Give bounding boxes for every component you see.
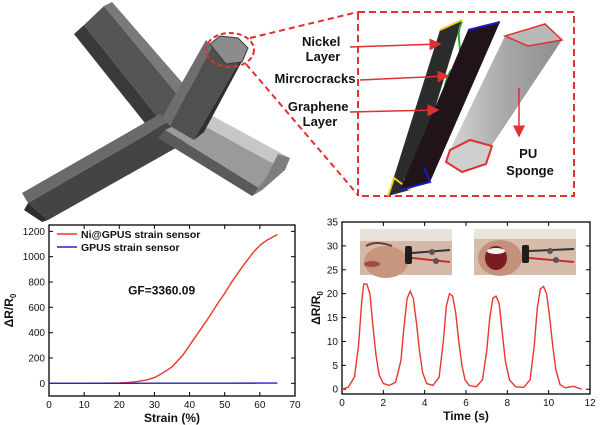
x-tick-label: 0 xyxy=(339,398,345,409)
y-tick-label: 0 xyxy=(332,385,338,396)
label-nickel-line2: Layer xyxy=(306,49,341,64)
x-tick-label: 4 xyxy=(422,398,428,409)
y-tick-label: 35 xyxy=(327,218,339,229)
label-pu-sponge: PU Sponge xyxy=(506,146,554,178)
x-tick-label: 20 xyxy=(114,400,126,411)
label-microcracks: Mircrocracks xyxy=(275,71,356,86)
y-tick-label: 5 xyxy=(332,361,338,372)
y-tick-label: 15 xyxy=(327,313,339,324)
sponge-strut-illustration xyxy=(22,2,290,222)
label-graphene-line2: Layer xyxy=(303,114,338,129)
y-tick-label: 1000 xyxy=(23,252,46,263)
pu-cross-section xyxy=(444,138,494,174)
y-tick-label: 25 xyxy=(327,265,339,276)
legend-label-2: GPUS strain sensor xyxy=(81,242,180,254)
x-tick-label: 6 xyxy=(463,398,469,409)
zoom-detail-panel: Nickel Layer Mircrocracks Graphene Layer… xyxy=(275,11,575,197)
x-tick-label: 30 xyxy=(149,400,161,411)
label-pu-line1: PU xyxy=(519,146,537,161)
x-tick-label: 60 xyxy=(254,400,266,411)
y-tick-label: 30 xyxy=(327,241,339,252)
nickel-strip xyxy=(388,20,462,196)
time-response-chart: 0 2 4 6 8 10 12 0 5 10 15 20 25 30 35 Time (s) ΔR/R0 xyxy=(309,218,596,424)
y-tick-label: 1200 xyxy=(23,227,46,238)
x-tick-label: 2 xyxy=(381,398,387,409)
series-line-1 xyxy=(341,283,582,390)
label-graphene-line1: Graphene xyxy=(288,99,349,114)
x-tick-label: 10 xyxy=(79,400,91,411)
label-graphene-layer: Graphene Layer xyxy=(288,99,352,129)
x-tick-label: 10 xyxy=(543,398,555,409)
label-pu-line2: Sponge xyxy=(506,163,554,178)
x-axis-label: Strain (%) xyxy=(144,411,200,425)
x-tick-label: 40 xyxy=(184,400,196,411)
y-tick-label: 0 xyxy=(39,379,45,390)
x-tick-label: 0 xyxy=(46,400,52,411)
x-tick-label: 70 xyxy=(289,400,301,411)
x-tick-label: 8 xyxy=(505,398,511,409)
series-line-1 xyxy=(49,233,278,384)
pu-sponge-strut xyxy=(446,24,562,166)
y-tick-label: 10 xyxy=(327,337,339,348)
x-tick-label: 12 xyxy=(584,398,596,409)
y-axis-label: ΔR/R0 xyxy=(309,291,325,325)
y-tick-label: 400 xyxy=(28,328,45,339)
label-nickel-layer: Nickel Layer xyxy=(302,34,344,64)
plot-frame xyxy=(48,224,296,397)
face-photo-closed-mouth xyxy=(360,229,452,278)
label-nickel-line1: Nickel xyxy=(302,34,340,49)
y-axis-label: ΔR/R0 xyxy=(2,293,18,327)
y-tick-label: 20 xyxy=(327,289,339,300)
strain-response-chart: 0 10 20 30 40 50 60 70 0 200 400 600 800 1000 1200 Stra… xyxy=(2,224,301,425)
x-tick-label: 50 xyxy=(219,400,231,411)
zoom-circle xyxy=(205,32,255,68)
x-axis-label: Time (s) xyxy=(443,409,489,423)
zoom-line-bottom xyxy=(245,63,359,196)
gauge-factor-annotation: GF=3360.09 xyxy=(128,284,195,298)
face-photo-open-mouth xyxy=(474,229,576,276)
legend-label-1: Ni@GPUS strain sensor xyxy=(81,229,200,241)
y-tick-label: 600 xyxy=(28,303,45,314)
y-tick-label: 200 xyxy=(28,354,45,365)
zoom-line-top xyxy=(249,11,359,39)
graphene-strip xyxy=(400,22,500,190)
y-tick-label: 800 xyxy=(28,278,45,289)
